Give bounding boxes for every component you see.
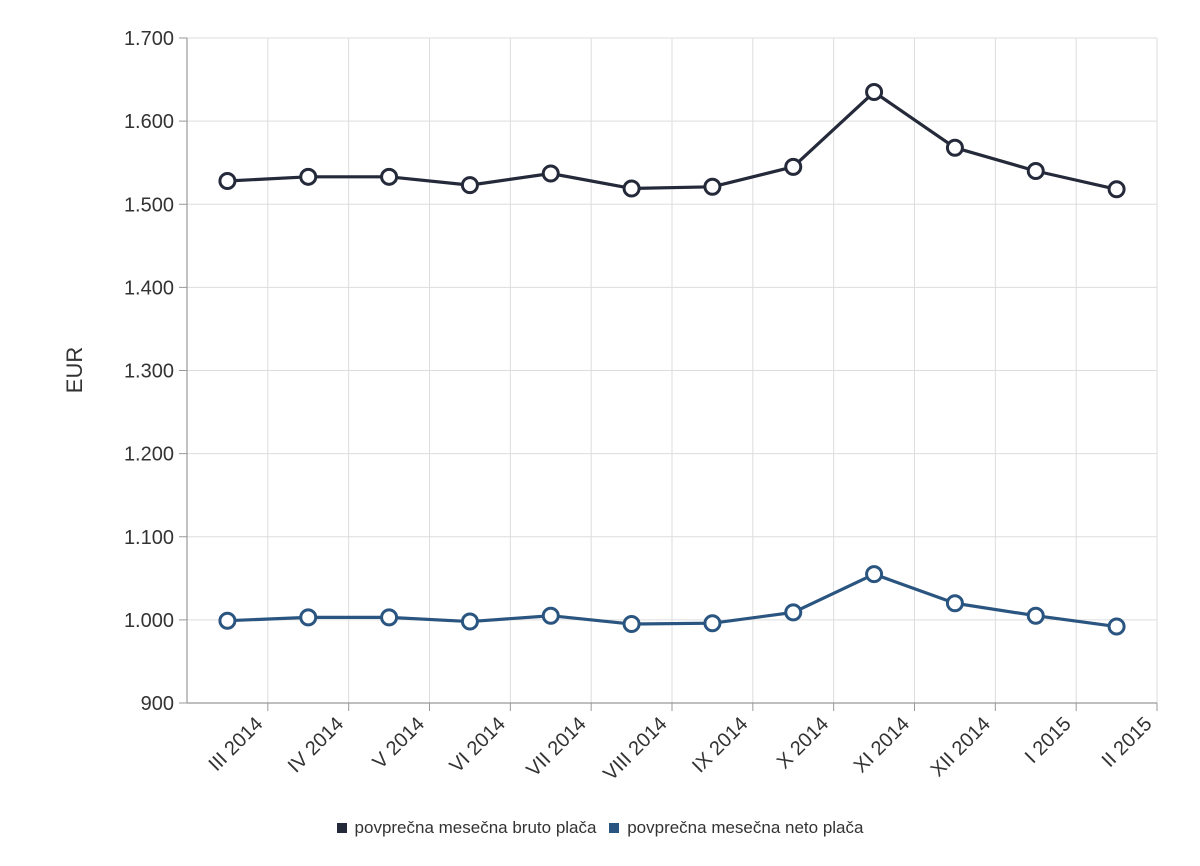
y-tick-label: 900 (141, 693, 174, 715)
x-tick-labels: III 2014 IV 2014 V 2014 VI 2014 VII 2014 VIII… (205, 713, 1157, 785)
x-tick-label: IV 2014 (284, 713, 348, 777)
x-tick-label: VII 2014 (522, 713, 590, 781)
x-tick-label: II 2015 (1098, 713, 1157, 772)
x-tick-label: VIII 2014 (599, 713, 671, 785)
data-point[interactable] (1107, 617, 1126, 636)
x-tick-label: III 2014 (205, 713, 268, 776)
legend-swatch-bruto (336, 823, 347, 833)
y-tick-label: 1.300 (124, 361, 174, 383)
data-point[interactable] (1026, 606, 1045, 625)
data-point[interactable] (460, 612, 479, 631)
legend: povprečna mesečna bruto plača povprečna … (0, 818, 1200, 838)
grid-lines (187, 37, 1158, 703)
y-axis-label: EUR (62, 347, 87, 393)
y-tick-label: 1.700 (124, 28, 174, 50)
x-tick-label: X 2014 (773, 713, 833, 773)
series-0 (218, 83, 1126, 199)
series-line (227, 90, 1117, 191)
y-tick-labels: 900 1.000 1.100 1.200 1.300 1.400 1.500 1.600 1.… (124, 28, 174, 715)
data-point[interactable] (703, 614, 722, 633)
data-point[interactable] (299, 167, 318, 186)
y-tick-label: 1.200 (124, 444, 174, 466)
x-tick-label: V 2014 (369, 713, 429, 773)
legend-label-neto: povprečna mesečna neto plača (627, 818, 864, 837)
data-point[interactable] (299, 608, 318, 627)
data-point[interactable] (541, 606, 560, 625)
data-point[interactable] (460, 176, 479, 195)
data-point[interactable] (945, 138, 964, 157)
series (218, 83, 1126, 636)
x-tick-label: IX 2014 (688, 713, 752, 777)
axes (179, 37, 1158, 711)
data-point[interactable] (218, 171, 237, 190)
data-point[interactable] (865, 83, 884, 102)
data-point[interactable] (1026, 162, 1045, 180)
data-point[interactable] (622, 179, 641, 198)
series-line (227, 572, 1117, 629)
legend-item-bruto[interactable]: povprečna mesečna bruto plača (336, 818, 597, 838)
data-point[interactable] (541, 164, 560, 183)
data-point[interactable] (622, 615, 641, 634)
data-point[interactable] (784, 157, 803, 176)
legend-item-neto[interactable]: povprečna mesečna neto plača (609, 818, 863, 838)
data-point[interactable] (380, 167, 399, 186)
x-tick-label: I 2015 (1021, 713, 1076, 768)
y-tick-label: 1.100 (124, 527, 174, 549)
x-tick-label: XII 2014 (927, 713, 995, 781)
legend-swatch-neto (609, 823, 620, 833)
data-point[interactable] (380, 608, 399, 627)
x-tick-label: VI 2014 (446, 713, 510, 777)
legend-label-bruto: povprečna mesečna bruto plača (354, 818, 597, 837)
data-point[interactable] (945, 594, 964, 613)
data-point[interactable] (865, 565, 884, 584)
data-point[interactable] (703, 177, 722, 196)
y-tick-label: 1.500 (124, 194, 174, 216)
series-1 (218, 565, 1126, 636)
data-point[interactable] (1107, 180, 1126, 199)
data-point[interactable] (784, 603, 803, 622)
y-tick-label: 1.400 (124, 277, 174, 299)
y-tick-label: 1.600 (124, 111, 174, 133)
data-point[interactable] (218, 611, 237, 630)
y-tick-label: 1.000 (124, 610, 174, 632)
x-tick-label: XI 2014 (850, 713, 914, 777)
